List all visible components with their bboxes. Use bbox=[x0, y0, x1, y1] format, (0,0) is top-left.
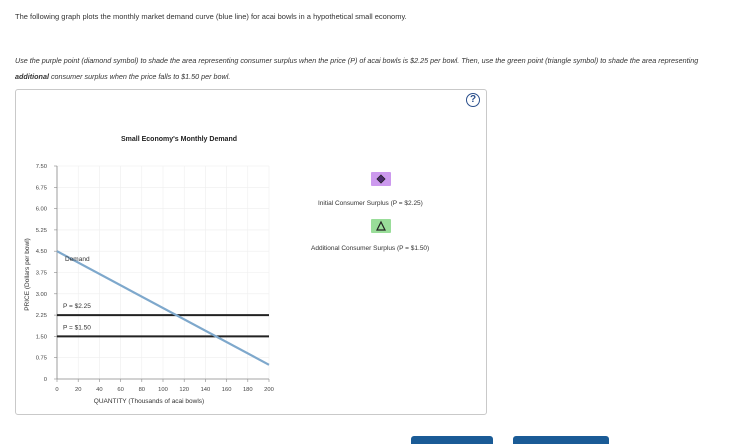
x-tick-label: 20 bbox=[75, 387, 81, 393]
instructions-text: Use the purple point (diamond symbol) to… bbox=[15, 53, 715, 85]
x-tick-label: 200 bbox=[264, 387, 274, 393]
initial-surplus-label: Initial Consumer Surplus (P = $2.25) bbox=[318, 200, 423, 207]
x-tick-label: 40 bbox=[96, 387, 102, 393]
bottom-button-left[interactable] bbox=[411, 436, 493, 444]
x-tick-label: 160 bbox=[222, 387, 232, 393]
diamond-icon bbox=[376, 174, 386, 184]
demand-curve-label: Demand bbox=[65, 256, 90, 263]
price-line-label: P = $2.25 bbox=[63, 303, 91, 310]
x-tick-label: 80 bbox=[139, 387, 145, 393]
intro-text: The following graph plots the monthly ma… bbox=[15, 12, 407, 21]
x-tick-label: 60 bbox=[117, 387, 123, 393]
x-tick-label: 140 bbox=[201, 387, 211, 393]
y-tick-label: 6.00 bbox=[36, 207, 47, 213]
graph-panel bbox=[15, 89, 487, 415]
y-tick-label: 6.75 bbox=[36, 185, 47, 191]
instructions-part1: Use the purple point (diamond symbol) to… bbox=[15, 56, 699, 65]
bottom-button-right[interactable] bbox=[513, 436, 609, 444]
y-tick-label: 3.00 bbox=[36, 292, 47, 298]
y-tick-label: 5.25 bbox=[36, 228, 47, 234]
purple-diamond-tool[interactable] bbox=[371, 172, 391, 186]
x-tick-label: 100 bbox=[158, 387, 168, 393]
y-tick-label: 1.50 bbox=[36, 334, 47, 340]
additional-surplus-label: Additional Consumer Surplus (P = $1.50) bbox=[311, 245, 430, 252]
y-tick-label: 2.25 bbox=[36, 313, 47, 319]
instructions-emphasis: additional bbox=[15, 72, 49, 81]
y-tick-label: 4.50 bbox=[36, 249, 47, 255]
triangle-icon bbox=[376, 220, 386, 231]
y-tick-label: 3.75 bbox=[36, 271, 47, 277]
instructions-part2: consumer surplus when the price falls to… bbox=[48, 72, 231, 81]
y-axis-label: PRICE (Dollars per bowl) bbox=[24, 238, 31, 311]
chart-title: Small Economy's Monthly Demand bbox=[120, 136, 238, 143]
demand-curve-line bbox=[56, 250, 270, 366]
x-tick-label: 0 bbox=[55, 387, 58, 393]
green-triangle-tool[interactable] bbox=[371, 219, 391, 233]
x-tick-label: 120 bbox=[179, 387, 189, 393]
x-tick-label: 180 bbox=[243, 387, 253, 393]
y-tick-label: 0 bbox=[44, 377, 47, 383]
y-tick-label: 7.50 bbox=[36, 164, 47, 170]
price-line-label: P = $1.50 bbox=[63, 324, 91, 331]
y-tick-label: 0.75 bbox=[36, 356, 47, 362]
x-axis-label: QUANTITY (Thousands of acai bowls) bbox=[94, 398, 204, 405]
help-icon[interactable]: ? bbox=[466, 93, 480, 107]
